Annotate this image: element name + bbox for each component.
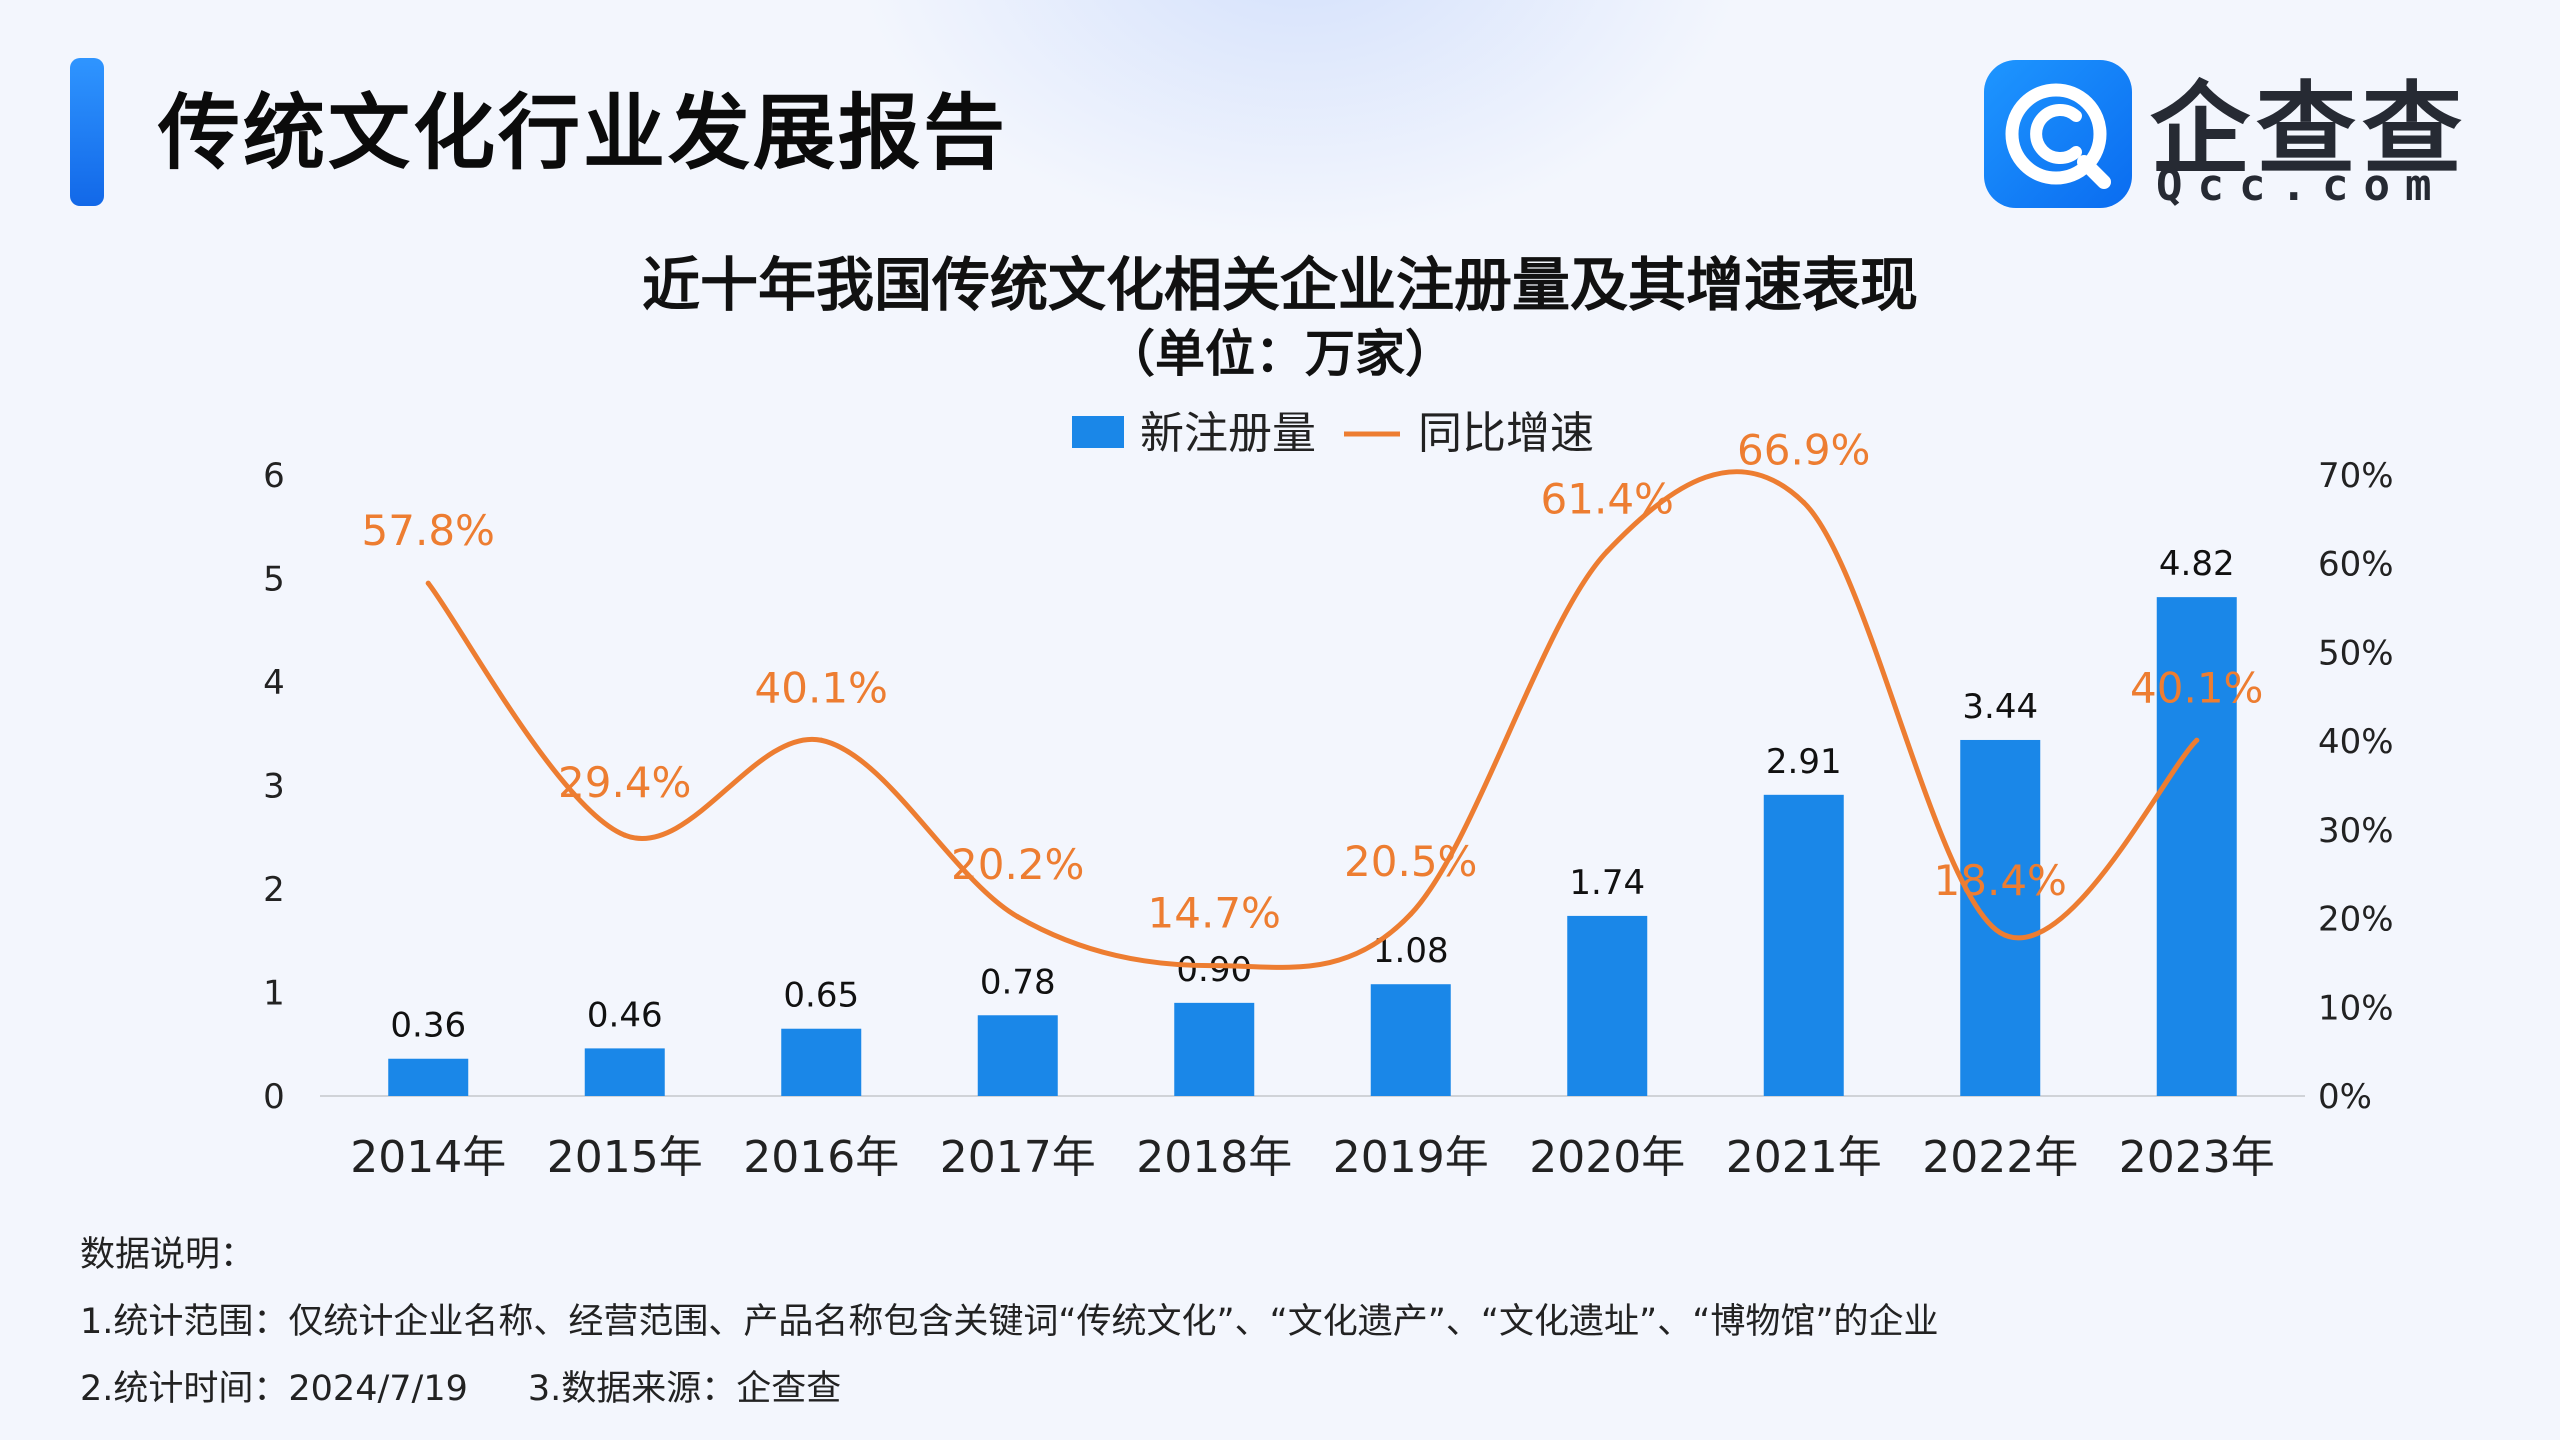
growth-rate-point [622,832,628,838]
y-right-tick-label: 10% [2318,988,2394,1028]
bar-value-label: 1.74 [1569,863,1645,903]
bar [1960,739,2041,1096]
y-left-tick-label: 1 [263,974,285,1014]
data-notes: 数据说明： 1.统计范围：仅统计企业名称、经营范围、产品名称包含关键词“传统文化… [80,1222,1938,1423]
y-left-tick-label: 5 [263,560,285,600]
y-right-tick-label: 20% [2318,900,2394,940]
x-tick-label: 2015年 [547,1132,703,1183]
qcc-logo-icon [1984,60,2132,208]
y-right-tick-label: 0% [2318,1077,2372,1117]
x-tick-label: 2023年 [2119,1132,2275,1183]
growth-rate-point [1211,963,1217,969]
bar [781,1028,862,1096]
bar-value-label: 3.44 [1962,687,2038,727]
growth-rate-point [1801,500,1807,506]
x-tick-label: 2018年 [1136,1132,1292,1183]
line-value-label: 40.1% [755,663,888,712]
bar-value-label: 0.90 [1176,950,1252,990]
bar [1567,915,1648,1096]
x-tick-label: 2021年 [1726,1132,1882,1183]
notes-time: 2.统计时间：2024/7/19 [80,1369,468,1409]
legend-bar-swatch [1072,416,1124,448]
line-value-label: 40.1% [2130,663,2263,712]
bar-value-label: 0.36 [390,1006,466,1046]
x-tick-label: 2017年 [940,1132,1096,1183]
line-value-label: 66.9% [1737,426,1870,475]
y-right-tick-label: 70% [2318,456,2394,496]
bar [2156,597,2237,1096]
growth-rate-point [425,580,431,586]
growth-rate-point [1408,911,1414,917]
growth-rate-point [1997,930,2003,936]
growth-rate-line [425,469,2200,970]
bar-value-label: 0.78 [980,962,1056,1002]
legend-bar-label: 新注册量 [1140,408,1316,459]
line-value-label: 29.4% [558,758,691,807]
chart-subtitle: （单位：万家） [1105,325,1455,383]
notes-heading: 数据说明： [80,1235,256,1275]
x-tick-label: 2020年 [1529,1132,1685,1183]
y-left-tick-label: 0 [263,1077,285,1117]
bar-value-label: 2.91 [1766,742,1842,782]
bar [977,1015,1058,1096]
line-value-label: 14.7% [1148,889,1281,938]
y-right-tick-label: 50% [2318,633,2394,673]
y-left-tick-label: 3 [263,767,285,807]
x-tick-label: 2016年 [743,1132,899,1183]
x-tick-label: 2019年 [1333,1132,1489,1183]
bar [584,1048,665,1096]
logo-text: 企查查 [2150,71,2468,188]
page-title: 传统文化行业发展报告 [158,86,1009,181]
bar [388,1058,469,1096]
title-accent-bar [70,58,104,206]
y-right-tick-label: 60% [2318,545,2394,585]
growth-rate-point [2194,737,2200,743]
growth-rate-point [818,737,824,743]
line-value-label: 57.8% [362,506,495,555]
growth-rate-point [1015,914,1021,920]
y-left-tick-label: 4 [263,663,285,703]
x-tick-label: 2014年 [350,1132,506,1183]
legend-line-label: 同比增速 [1418,408,1594,459]
notes-time-source: 2.统计时间：2024/7/19 3.数据来源：企查查 [80,1356,1938,1423]
line-value-label: 18.4% [1934,856,2067,905]
logo-subtext: Qcc.com [2156,160,2447,211]
chart-title: 近十年我国传统文化相关企业注册量及其增速表现 [641,251,1918,319]
bar [1763,794,1844,1096]
bar-value-label: 0.65 [783,976,859,1016]
line-value-label: 20.5% [1344,837,1477,886]
y-right-tick-label: 40% [2318,722,2394,762]
y-left-tick-label: 6 [263,456,285,496]
y-right-tick-label: 30% [2318,811,2394,851]
growth-rate-point [1604,548,1610,554]
x-tick-label: 2022年 [1922,1132,2078,1183]
bar-value-label: 4.82 [2159,544,2235,584]
bar [1370,984,1451,1096]
notes-source: 3.数据来源：企查查 [527,1369,842,1409]
notes-scope: 1.统计范围：仅统计企业名称、经营范围、产品名称包含关键词“传统文化”、“文化遗… [80,1302,1939,1342]
y-left-tick-label: 2 [263,870,285,910]
line-value-label: 20.2% [951,840,1084,889]
line-value-label: 61.4% [1541,474,1674,523]
bar-value-label: 0.46 [587,995,663,1035]
bar [1174,1002,1255,1096]
